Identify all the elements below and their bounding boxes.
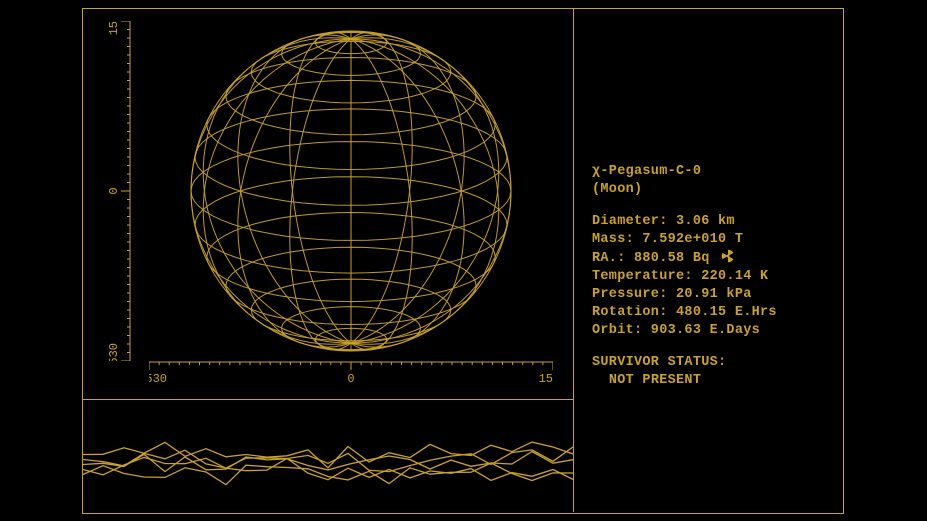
radiation-icon bbox=[721, 249, 735, 263]
sphere-plot-panel: -1530 0 1530 -1530 0 1530 bbox=[83, 9, 574, 400]
survivor-value: NOT PRESENT bbox=[592, 372, 832, 390]
terrain-panel bbox=[83, 399, 574, 512]
stat-diameter: Diameter: 3.06 km bbox=[592, 213, 832, 231]
svg-text:-1530: -1530 bbox=[149, 372, 167, 385]
info-panel: χ-Pegasum-C-0 (Moon) Diameter: 3.06 kmMa… bbox=[574, 9, 842, 512]
stat-orbit: Orbit: 903.63 E.Days bbox=[592, 322, 832, 340]
y-axis: -1530 0 1530 bbox=[109, 21, 131, 361]
svg-text:1530: 1530 bbox=[539, 372, 553, 385]
terrain-lines bbox=[83, 399, 573, 512]
svg-text:-1530: -1530 bbox=[109, 343, 121, 361]
svg-text:1530: 1530 bbox=[109, 21, 121, 35]
main-frame: -1530 0 1530 -1530 0 1530 χ-Pegasum-C-0 (Moo… bbox=[82, 8, 844, 514]
stat-temperature: Temperature: 220.14 K bbox=[592, 268, 832, 286]
body-name: χ-Pegasum-C-0 bbox=[592, 163, 832, 181]
survivor-label: SURVIVOR STATUS: bbox=[592, 354, 832, 372]
svg-text:0: 0 bbox=[347, 372, 354, 385]
wireframe-sphere bbox=[149, 21, 553, 361]
stat-mass: Mass: 7.592e+010 T bbox=[592, 231, 832, 249]
stat-rotation: Rotation: 480.15 E.Hrs bbox=[592, 304, 832, 322]
body-class: (Moon) bbox=[592, 181, 832, 199]
x-axis: -1530 0 1530 bbox=[149, 361, 553, 385]
stat-ra: RA.: 880.58 Bq bbox=[592, 249, 832, 268]
stat-pressure: Pressure: 20.91 kPa bbox=[592, 286, 832, 304]
svg-text:0: 0 bbox=[109, 187, 121, 194]
info-text: χ-Pegasum-C-0 (Moon) Diameter: 3.06 kmMa… bbox=[592, 163, 832, 404]
